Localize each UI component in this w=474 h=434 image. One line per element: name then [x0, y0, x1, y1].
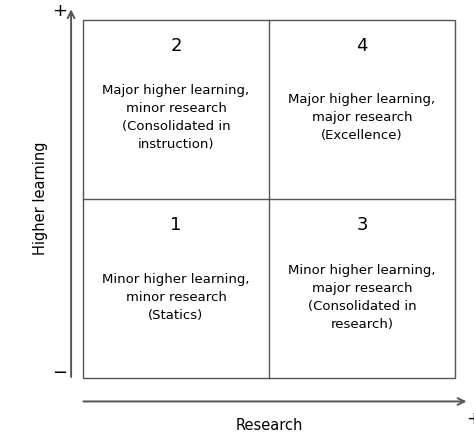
- Text: Minor higher learning,
minor research
(Statics): Minor higher learning, minor research (S…: [102, 273, 250, 322]
- Text: 1: 1: [170, 217, 182, 234]
- Text: Minor higher learning,
major research
(Consolidated in
research): Minor higher learning, major research (C…: [288, 263, 436, 331]
- Text: Major higher learning,
major research
(Excellence): Major higher learning, major research (E…: [289, 93, 436, 142]
- Text: 2: 2: [170, 37, 182, 56]
- Text: Research: Research: [235, 418, 303, 433]
- Text: Major higher learning,
minor research
(Consolidated in
instruction): Major higher learning, minor research (C…: [102, 85, 249, 151]
- Bar: [83, 20, 455, 378]
- Text: +: +: [52, 2, 67, 20]
- Text: +: +: [466, 410, 474, 428]
- Text: Higher learning: Higher learning: [33, 142, 48, 255]
- Text: 3: 3: [356, 217, 368, 234]
- Text: 4: 4: [356, 37, 368, 56]
- Text: −: −: [52, 364, 67, 382]
